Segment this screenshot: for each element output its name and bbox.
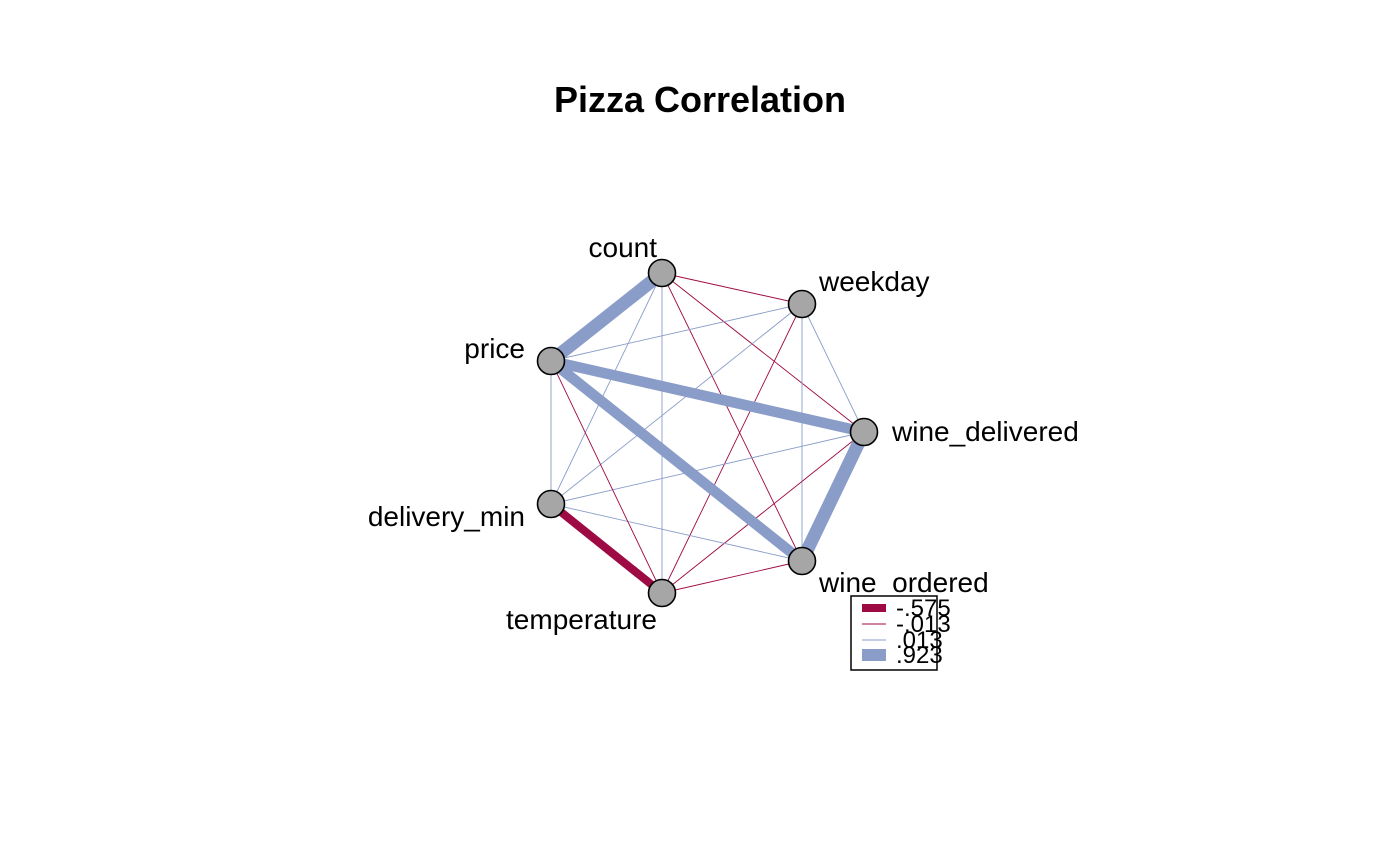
edge-wine_delivered-temperature — [661, 431, 865, 594]
edge-wine_delivered-wine_ordered — [796, 429, 870, 564]
edge-count-delivery_min — [550, 272, 663, 505]
edge-weekday-delivery_min — [550, 303, 803, 505]
edge-count-price — [546, 267, 667, 367]
edge-wine_ordered-delivery_min — [550, 503, 803, 562]
edge-weekday-temperature — [661, 303, 803, 594]
legend-label-1: -.013 — [896, 611, 951, 638]
edge-weekday-wine_delivered — [801, 303, 865, 433]
node-weekday — [787, 289, 817, 319]
edge-wine_ordered-temperature — [661, 560, 803, 594]
chart-title: Pizza Correlation — [554, 79, 846, 120]
legend-label-0: -.575 — [896, 595, 951, 622]
edge-count-wine_delivered — [661, 272, 865, 433]
node-label-wine_delivered: wine_delivered — [891, 416, 1079, 447]
node-price — [536, 346, 566, 376]
node-delivery_min — [536, 489, 566, 519]
edge-count-wine_ordered — [661, 272, 803, 562]
node-label-count: count — [589, 232, 658, 263]
legend: -.575-.013.013.923 — [850, 595, 951, 671]
node-wine_delivered — [849, 417, 879, 447]
node-label-price: price — [464, 333, 525, 364]
edge-delivery_min-temperature — [548, 500, 665, 597]
node-wine_ordered — [787, 546, 817, 576]
node-label-delivery_min: delivery_min — [368, 501, 525, 532]
legend-label-2: .013 — [896, 627, 943, 654]
edges-layer — [546, 267, 870, 597]
node-labels-layer: count weekday wine_delivered wine_orderedte… — [368, 232, 1079, 635]
node-label-weekday: weekday — [818, 266, 930, 297]
node-label-wine_ordered: wine_ordered — [818, 567, 989, 598]
edge-weekday-price — [550, 303, 803, 362]
edge-wine_ordered-price — [547, 356, 806, 566]
nodes-layer — [536, 258, 879, 608]
edge-wine_delivered-delivery_min — [550, 431, 865, 505]
node-temperature — [647, 578, 677, 608]
node-label-temperature: temperature — [506, 604, 657, 635]
edge-count-weekday — [661, 272, 803, 305]
node-count — [647, 258, 677, 288]
edge-wine_delivered-price — [549, 355, 866, 438]
legend-label-3: .923 — [896, 642, 943, 669]
legend-entries: -.575-.013.013.923 — [862, 595, 951, 669]
edge-price-temperature — [550, 360, 663, 594]
